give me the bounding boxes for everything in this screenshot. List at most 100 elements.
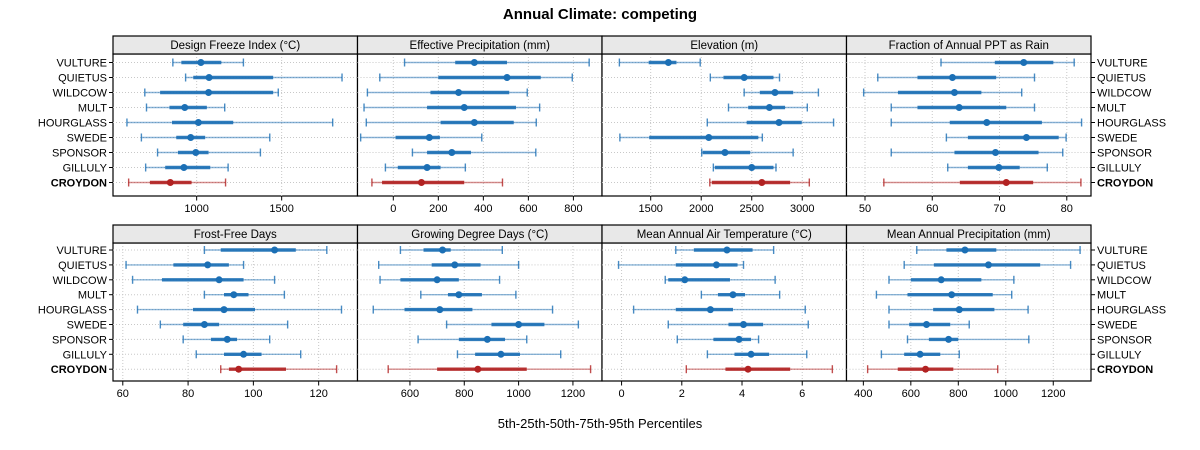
series-row-hourglass: [372, 305, 554, 314]
series-row-gilluly: [880, 350, 960, 359]
median-dot: [945, 335, 953, 343]
series-row-wildcow: [144, 88, 279, 97]
x-tick-label: 6: [799, 388, 805, 400]
panel-mean-annual-precipitation-mm: 400 600 800 1000 1200 Mean Annual Precipitati…: [845, 224, 1166, 400]
station-label-right-vulture: VULTURE: [1097, 245, 1148, 257]
median-dot: [747, 350, 755, 358]
series-row-mult: [145, 103, 226, 112]
series-row-croydon: [127, 178, 227, 187]
series-row-mult: [890, 103, 1036, 112]
series-row-swede: [140, 133, 271, 142]
station-label-left-quietus: QUIETUS: [58, 73, 107, 85]
median-dot: [995, 164, 1003, 171]
x-tick-label: 600: [519, 203, 537, 215]
series-row-quietus: [184, 73, 343, 82]
median-dot: [240, 350, 248, 358]
series-row-mult: [727, 103, 808, 112]
median-dot: [474, 365, 482, 373]
median-dot: [515, 321, 523, 328]
panel-fraction-of-annual-ppt-as-rain: 50 60 70 80 Fraction of Annual PPT as Rain VU…: [845, 35, 1166, 215]
median-dot: [983, 119, 991, 126]
x-tick-label: 1200: [561, 388, 585, 400]
median-dot: [455, 291, 463, 299]
series-row-croydon: [709, 178, 811, 187]
series-row-hourglass: [890, 118, 1083, 127]
station-label-right-croydon: CROYDON: [1097, 364, 1153, 376]
x-tick-label: 3000: [790, 203, 814, 215]
median-dot: [460, 104, 468, 111]
median-dot: [937, 276, 945, 284]
x-tick-label: 800: [455, 388, 473, 400]
x-tick-label: 80: [1061, 203, 1073, 215]
series-row-vulture: [172, 58, 245, 67]
x-tick-label: 1000: [506, 388, 530, 400]
x-tick-label: 1000: [184, 203, 208, 215]
station-label-left-croydon: CROYDON: [51, 364, 107, 376]
x-tick-label: 800: [949, 388, 967, 400]
median-dot: [1020, 59, 1028, 66]
series-row-quietus: [377, 260, 520, 269]
series-row-sponsor: [182, 335, 271, 344]
median-dot: [740, 321, 748, 328]
series-row-mult: [363, 103, 541, 112]
series-row-sponsor: [676, 335, 760, 344]
panel-border: [601, 53, 848, 197]
x-tick-label: 600: [401, 388, 419, 400]
x-tick-label: 0: [619, 388, 625, 400]
panel-border: [845, 242, 1092, 382]
median-dot: [220, 306, 228, 314]
x-tick-label: 0: [390, 203, 396, 215]
series-row-vulture: [940, 58, 1075, 67]
series-row-hourglass: [706, 118, 835, 127]
panel-title: Design Freeze Index (°C): [170, 40, 300, 52]
median-dot: [765, 104, 773, 111]
series-row-sponsor: [411, 148, 537, 157]
median-dot: [503, 74, 511, 81]
series-row-wildcow: [743, 88, 820, 97]
x-tick-label: 60: [926, 203, 938, 215]
median-dot: [758, 179, 766, 186]
median-dot: [748, 164, 756, 171]
panel-title: Mean Annual Air Temperature (°C): [637, 229, 812, 241]
series-row-croydon: [685, 365, 834, 374]
median-dot: [197, 59, 205, 66]
x-tick-label: 100: [244, 388, 262, 400]
median-dot: [181, 104, 189, 111]
median-dot: [1002, 179, 1010, 186]
series-row-gilluly: [947, 163, 1048, 172]
series-row-gilluly: [456, 350, 562, 359]
series-row-wildcow: [366, 88, 528, 97]
series-row-hourglass: [136, 305, 343, 314]
station-label-left-vulture: VULTURE: [56, 245, 107, 257]
median-dot: [681, 276, 689, 284]
median-dot: [166, 179, 174, 186]
series-row-gilluly: [195, 350, 302, 359]
median-dot: [187, 134, 195, 141]
station-label-left-hourglass: HOURGLASS: [38, 118, 107, 130]
median-dot: [215, 276, 223, 284]
median-dot: [705, 134, 713, 141]
x-tick-label: 2: [679, 388, 685, 400]
panel-effective-precipitation-mm: 0 200 400 600 800 Effective Precipitation (mm…: [356, 35, 603, 215]
median-dot: [729, 291, 737, 299]
panel-frost-free-days: 60 80 100 120 Frost-Free Days VULTURE QUIETUS W…: [38, 224, 359, 400]
series-row-sponsor: [906, 335, 1030, 344]
median-dot: [735, 335, 743, 343]
series-row-croydon: [387, 365, 592, 374]
panel-border: [845, 53, 1092, 197]
panel-title: Elevation (m): [690, 40, 758, 52]
median-dot: [235, 365, 243, 373]
median-dot: [922, 365, 930, 373]
x-tick-label: 600: [902, 388, 920, 400]
series-row-vulture: [399, 246, 503, 254]
series-row-quietus: [125, 260, 245, 269]
series-row-vulture: [203, 246, 328, 254]
panel-border: [112, 242, 359, 382]
panel-growing-degree-days-c: 600 800 1000 1200 Growing Degree Days (°C): [356, 224, 603, 400]
x-tick-label: 120: [309, 388, 327, 400]
median-dot: [200, 321, 208, 328]
x-tick-label: 1000: [994, 388, 1018, 400]
chart-title: Annual Climate: competing: [503, 6, 697, 23]
series-row-mult: [203, 290, 286, 299]
station-label-right-swede: SWEDE: [1097, 320, 1137, 332]
